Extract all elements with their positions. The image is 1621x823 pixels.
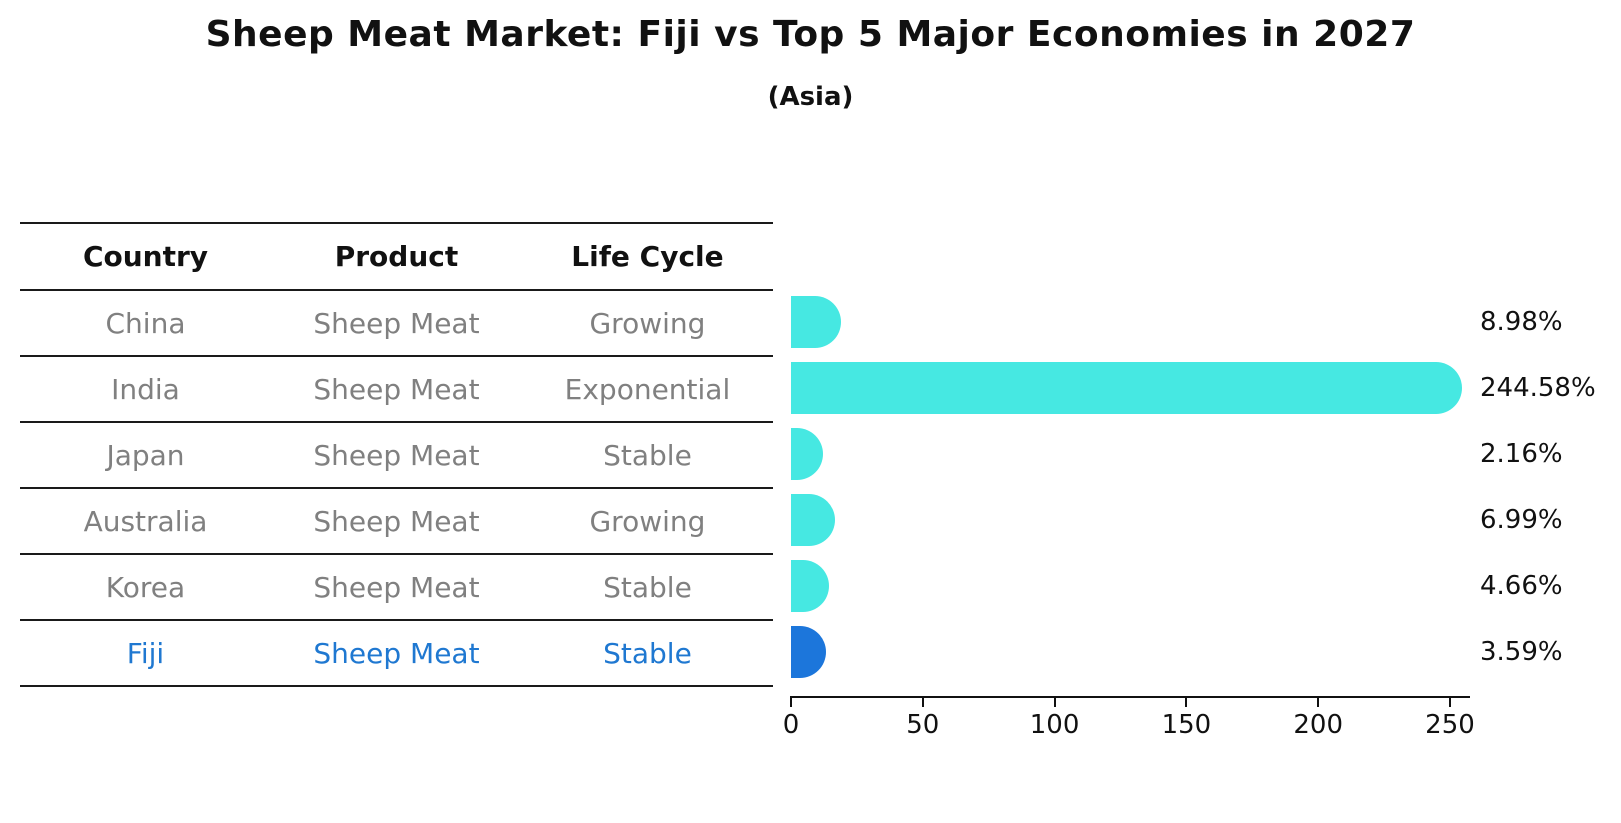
table-row-korea: Korea Sheep Meat Stable: [20, 555, 773, 621]
life-cycle-cell: Growing: [589, 306, 706, 340]
product-cell: Sheep Meat: [313, 636, 480, 670]
bar-india: [791, 362, 1462, 414]
bar-korea: [791, 560, 830, 612]
country-cell: Fiji: [126, 636, 165, 670]
x-axis-tick-50: [921, 698, 924, 707]
life-cycle-cell: Growing: [589, 504, 706, 538]
country-cell: India: [111, 372, 180, 406]
x-axis-tick-200: [1317, 698, 1320, 707]
x-axis-tick-label-150: 150: [1161, 710, 1212, 740]
country-cell: Australia: [83, 504, 208, 538]
product-cell: Sheep Meat: [313, 438, 480, 472]
table-row-fiji: Fiji Sheep Meat Stable: [20, 621, 773, 687]
value-label-japan: 2.16%: [1480, 439, 1563, 469]
x-axis-tick-100: [1053, 698, 1056, 707]
column-header-product: Product: [334, 240, 459, 273]
product-cell: Sheep Meat: [313, 306, 480, 340]
x-axis-tick-label-100: 100: [1029, 710, 1080, 740]
x-axis-tick-label-50: 50: [906, 710, 940, 740]
x-axis-tick-label-0: 0: [782, 710, 800, 740]
bar-china: [791, 296, 841, 348]
table-header-row: Country Product Life Cycle: [20, 224, 773, 291]
table-row-australia: Australia Sheep Meat Growing: [20, 489, 773, 555]
value-label-australia: 6.99%: [1480, 505, 1563, 535]
table-row-india: India Sheep Meat Exponential: [20, 357, 773, 423]
life-cycle-cell: Stable: [603, 438, 692, 472]
column-header-life-cycle: Life Cycle: [571, 240, 724, 273]
chart-subtitle: (Asia): [767, 82, 854, 112]
summary-table: Country Product Life Cycle China Sheep Me…: [20, 222, 773, 687]
x-axis-line: [790, 696, 1470, 698]
life-cycle-cell: Stable: [603, 570, 692, 604]
country-cell: Korea: [105, 570, 186, 604]
value-label-korea: 4.66%: [1480, 571, 1563, 601]
country-cell: China: [105, 306, 186, 340]
x-axis-tick-label-250: 250: [1425, 710, 1475, 740]
life-cycle-cell: Exponential: [564, 372, 731, 406]
bar-fiji: [791, 626, 827, 678]
table-row-japan: Japan Sheep Meat Stable: [20, 423, 773, 489]
product-cell: Sheep Meat: [313, 570, 480, 604]
bar-australia: [791, 494, 836, 546]
product-cell: Sheep Meat: [313, 504, 480, 538]
country-cell: Japan: [106, 438, 185, 472]
column-header-country: Country: [82, 240, 209, 273]
product-cell: Sheep Meat: [313, 372, 480, 406]
x-axis-tick-250: [1449, 698, 1451, 707]
value-label-fiji: 3.59%: [1480, 637, 1563, 667]
value-label-china: 8.98%: [1480, 307, 1563, 337]
x-axis-tick-label-200: 200: [1293, 710, 1343, 740]
table-row-china: China Sheep Meat Growing: [20, 291, 773, 357]
life-cycle-cell: Stable: [603, 636, 692, 670]
value-label-india: 244.58%: [1480, 373, 1596, 403]
chart-title: Sheep Meat Market: Fiji vs Top 5 Major E…: [205, 14, 1416, 55]
bar-japan: [791, 428, 823, 480]
x-axis-tick-150: [1185, 698, 1188, 707]
x-axis-tick-0: [790, 698, 792, 707]
